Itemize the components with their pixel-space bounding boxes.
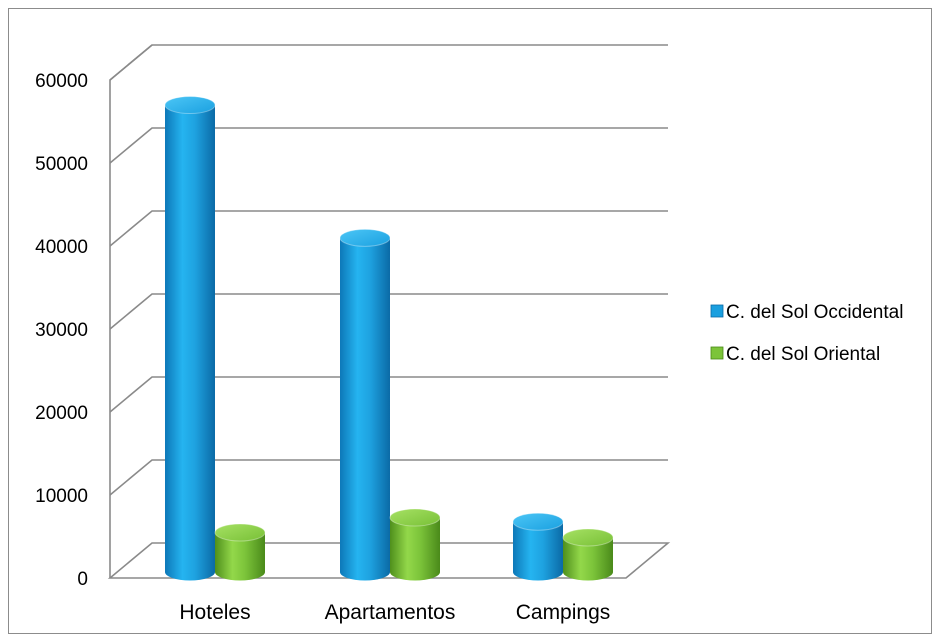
bar-top xyxy=(512,512,564,531)
legend-item: C. del Sol Oriental xyxy=(710,344,880,365)
bar xyxy=(339,228,391,581)
y-tick-label: 60000 xyxy=(35,71,88,92)
gridline xyxy=(109,376,668,413)
x-category-label: Apartamentos xyxy=(325,601,456,624)
legend-label: C. del Sol Occidental xyxy=(726,302,903,323)
bar-top xyxy=(389,508,441,527)
bar xyxy=(512,512,564,581)
bar-top xyxy=(214,523,266,542)
y-tick-label: 50000 xyxy=(35,154,88,175)
chart-frame xyxy=(8,8,932,634)
x-category-label: Hoteles xyxy=(179,601,250,624)
y-tick-label: 0 xyxy=(77,569,88,590)
x-category-label: Campings xyxy=(516,601,611,624)
bar-body xyxy=(513,521,563,581)
bar xyxy=(164,96,216,581)
y-tick-label: 10000 xyxy=(35,486,88,507)
gridline xyxy=(109,44,668,81)
bar-top xyxy=(562,528,614,547)
bar-top xyxy=(164,96,216,115)
bar-body xyxy=(214,532,265,581)
bar-body xyxy=(390,517,440,581)
bar-body xyxy=(563,537,613,581)
bar xyxy=(214,523,266,581)
gridline xyxy=(109,293,668,330)
gridline xyxy=(109,459,668,496)
bar xyxy=(562,528,614,581)
y-axis-wall xyxy=(109,44,153,578)
bar-body xyxy=(340,237,390,581)
y-tick-label: 40000 xyxy=(35,237,88,258)
bar xyxy=(389,508,441,581)
legend-label: C. del Sol Oriental xyxy=(726,344,880,365)
legend-item: C. del Sol Occidental xyxy=(710,302,903,323)
bar-body xyxy=(165,105,215,581)
y-tick-label: 20000 xyxy=(35,403,88,424)
legend-swatch xyxy=(710,346,724,360)
y-tick-label: 30000 xyxy=(35,320,88,341)
legend-swatch xyxy=(710,304,724,318)
gridline xyxy=(109,127,668,164)
bar-top xyxy=(339,228,391,247)
gridline xyxy=(109,210,668,247)
